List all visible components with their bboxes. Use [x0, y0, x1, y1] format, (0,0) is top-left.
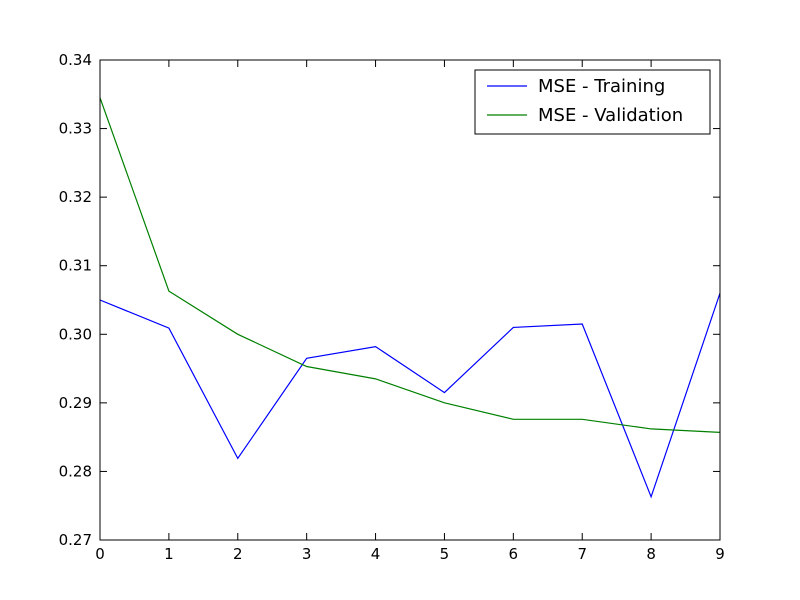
y-tick-label: 0.31	[59, 257, 92, 275]
x-tick-label: 0	[95, 545, 105, 563]
x-axis: 0 1 2 3 4 5 6 7 8 9	[95, 60, 725, 563]
x-tick-label: 4	[371, 545, 381, 563]
legend-label-2: MSE - Validation	[538, 105, 683, 126]
plot-area-frame	[99, 59, 721, 541]
x-tick-label: 5	[440, 545, 450, 563]
x-tick-label: 2	[233, 545, 243, 563]
y-tick-label: 0.29	[59, 394, 92, 412]
x-tick-label: 1	[164, 545, 174, 563]
series-line-1	[100, 292, 720, 499]
y-axis: 0.27 0.28 0.29 0.30 0.31 0.32 0.33 0.34	[59, 51, 720, 549]
series-line-2	[100, 97, 720, 433]
y-tick-label: 0.28	[59, 462, 92, 480]
y-tick-label: 0.32	[59, 188, 92, 206]
x-tick-label: 7	[577, 545, 587, 563]
y-tick-label: 0.27	[59, 531, 92, 549]
y-tick-label: 0.33	[59, 120, 92, 138]
legend-label-1: MSE - Training	[538, 76, 665, 97]
legend-box	[474, 69, 711, 135]
x-tick-label: 8	[646, 545, 656, 563]
y-tick-label: 0.30	[59, 325, 92, 343]
x-tick-label: 3	[302, 545, 312, 563]
x-tick-label: 6	[509, 545, 519, 563]
series-layer	[100, 97, 720, 499]
legend: MSE - Training MSE - Validation	[474, 69, 711, 135]
y-tick-label: 0.34	[59, 51, 92, 69]
x-tick-label: 9	[715, 545, 725, 563]
